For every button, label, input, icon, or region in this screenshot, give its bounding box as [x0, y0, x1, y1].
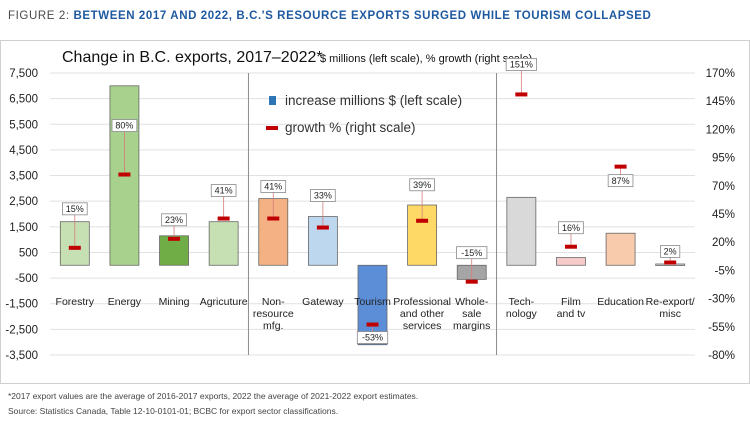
chart-title: Change in B.C. exports, 2017–2022*	[62, 49, 323, 66]
y-left-tick: 1,500	[9, 222, 38, 234]
label-connectors	[74, 70, 671, 332]
data-label: 41%	[215, 186, 233, 196]
data-label: 41%	[264, 182, 282, 192]
y-right-tick: -80%	[708, 350, 735, 362]
data-label-box	[607, 174, 634, 188]
y-left-tick: 7,500	[9, 68, 38, 80]
data-label-box	[409, 178, 435, 192]
data-label-box	[210, 184, 237, 197]
growth-marker	[515, 92, 528, 97]
category-label: Mining	[159, 296, 190, 308]
y-right-tick: 170%	[706, 68, 735, 80]
data-label-box	[505, 58, 537, 71]
y-left-tick: 500	[19, 247, 38, 259]
category-label: Gateway	[302, 296, 344, 308]
bar	[506, 196, 537, 266]
growth-marker	[267, 216, 280, 221]
y-right-tick: 45%	[712, 209, 735, 221]
y-left-tick: 2,500	[9, 196, 38, 208]
growth-marker	[465, 279, 478, 284]
growth-marker	[564, 244, 577, 249]
growth-marker	[416, 218, 429, 223]
y-left-tick: -1,500	[5, 299, 38, 311]
y-left-tick: -3,500	[5, 350, 38, 362]
category-label: Non-resource mfg.	[253, 296, 294, 332]
bar	[407, 204, 438, 266]
bar	[556, 257, 586, 266]
footnote-note: *2017 export values are the average of 2…	[8, 391, 419, 401]
category-label: Film and tv	[557, 296, 586, 320]
legend-dash-swatch	[266, 126, 278, 130]
category-label: Whole-sale margins	[453, 296, 490, 332]
growth-marker	[316, 225, 329, 230]
data-label: 87%	[612, 176, 630, 186]
data-label: 39%	[413, 180, 431, 190]
category-label: Re-export/misc	[646, 296, 695, 320]
growth-marker	[217, 216, 230, 221]
category-label: Professional and other services	[393, 296, 451, 332]
y-right-tick: 20%	[712, 237, 735, 249]
y-left-tick: 4,500	[9, 145, 38, 157]
data-label-box	[310, 189, 336, 202]
data-label: -15%	[461, 248, 482, 258]
y-right-tick: -5%	[715, 265, 735, 277]
axis-ticks: 7,500 6,500 5,500 4,500 3,500 2,500 1,500 500 -5…	[5, 68, 735, 362]
group-separators	[247, 73, 498, 355]
data-label: 2%	[664, 247, 677, 257]
data-label: 80%	[115, 121, 133, 131]
data-label: 23%	[165, 215, 183, 225]
figure-title: BETWEEN 2017 AND 2022, B.C.'S RESOURCE E…	[73, 10, 652, 22]
data-label-box	[62, 202, 88, 216]
category-label: Education	[597, 296, 644, 308]
bar	[208, 221, 239, 266]
data-label: 16%	[562, 223, 580, 233]
y-right-tick: 120%	[706, 124, 735, 136]
data-label-box	[161, 213, 187, 227]
data-label: 15%	[66, 204, 84, 214]
data-label: 33%	[314, 191, 332, 201]
category-label: Agricuture	[200, 296, 248, 308]
data-label-box	[456, 246, 488, 260]
figure-heading: FIGURE 2: BETWEEN 2017 AND 2022, B.C.'S …	[8, 10, 651, 22]
bar	[605, 232, 636, 266]
y-left-tick: 6,500	[9, 94, 38, 106]
y-left-tick: -2,500	[5, 324, 38, 336]
y-left-tick: 5,500	[9, 119, 38, 131]
y-right-tick: -30%	[708, 294, 735, 306]
y-left-tick: 3,500	[9, 171, 38, 183]
legend: increase millions $ (left scale) growth …	[266, 93, 462, 135]
y-left-tick: -500	[15, 273, 38, 285]
data-label-box	[260, 180, 287, 193]
data-label: -53%	[362, 333, 383, 343]
y-right-tick: 95%	[712, 153, 735, 165]
data-label-box	[558, 221, 584, 235]
category-label: Energy	[108, 296, 142, 308]
data-label-box	[111, 119, 138, 132]
category-label: Tourism	[354, 296, 391, 308]
growth-marker	[366, 322, 379, 327]
growth-marker	[118, 172, 131, 177]
category-label: Forestry	[56, 296, 95, 308]
figure-label: FIGURE 2:	[8, 10, 70, 22]
data-label: 151%	[510, 60, 533, 70]
footnote-source: Source: Statistics Canada, Table 12-10-0…	[8, 406, 339, 416]
legend-dash-label: growth % (right scale)	[285, 120, 416, 135]
exports-chart: Change in B.C. exports, 2017–2022* $ mil…	[0, 40, 750, 384]
category-label: Tech-nology	[506, 296, 538, 320]
data-label-box	[660, 245, 681, 258]
growth-markers	[68, 92, 677, 327]
growth-marker	[664, 260, 677, 265]
y-right-tick: 145%	[706, 96, 735, 108]
data-label-box	[356, 331, 389, 344]
chart-subtitle: $ millions (left scale), % growth (right…	[320, 53, 532, 65]
y-right-tick: 70%	[712, 181, 735, 193]
growth-marker	[68, 245, 81, 250]
category-labels: Forestry Energy Mining Agricuture Non-resour…	[56, 296, 695, 332]
legend-bar-label: increase millions $ (left scale)	[285, 93, 462, 108]
growth-marker	[614, 164, 627, 169]
growth-marker	[168, 236, 181, 241]
legend-bar-swatch	[269, 96, 276, 105]
data-labels: 15% 80% 23% 41% 41% 33% -53% 39% -15% 151% 16% 87% 2…	[62, 58, 681, 344]
y-right-tick: -55%	[708, 322, 735, 334]
